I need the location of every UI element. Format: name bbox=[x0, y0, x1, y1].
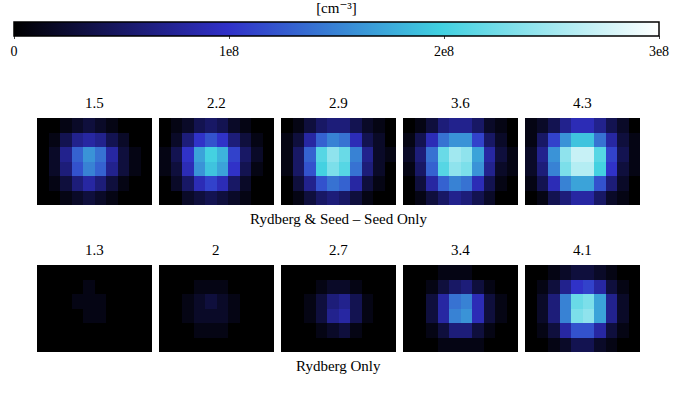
svg-text:Rydberg Only: Rydberg Only bbox=[296, 358, 381, 374]
svg-text:1e8: 1e8 bbox=[219, 44, 239, 59]
svg-text:2e8: 2e8 bbox=[434, 44, 454, 59]
svg-text:4.3: 4.3 bbox=[573, 95, 592, 111]
svg-text:2.2: 2.2 bbox=[207, 95, 226, 111]
svg-text:2.9: 2.9 bbox=[329, 95, 348, 111]
svg-text:1.5: 1.5 bbox=[85, 95, 104, 111]
svg-text:3e8: 3e8 bbox=[649, 44, 669, 59]
svg-text:0: 0 bbox=[11, 44, 18, 59]
svg-text:[cm⁻³]: [cm⁻³] bbox=[316, 0, 357, 16]
svg-text:3.4: 3.4 bbox=[451, 242, 470, 258]
svg-text:3.6: 3.6 bbox=[451, 95, 470, 111]
svg-text:1.3: 1.3 bbox=[85, 242, 104, 258]
svg-text:2.7: 2.7 bbox=[329, 242, 348, 258]
svg-text:4.1: 4.1 bbox=[573, 242, 592, 258]
svg-text:2: 2 bbox=[212, 242, 220, 258]
svg-text:Rydberg & Seed – Seed Only: Rydberg & Seed – Seed Only bbox=[250, 211, 428, 227]
